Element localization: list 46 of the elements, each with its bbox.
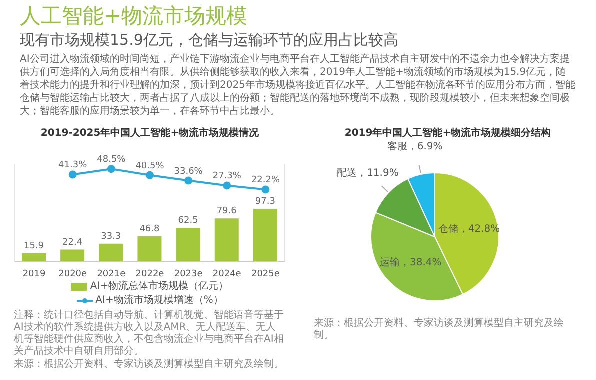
legend-label: AI+物流总体市场规模（亿元） bbox=[89, 280, 229, 294]
bar bbox=[214, 218, 239, 262]
chart-title: 2019年中国人工智能+物流市场规模细分结构 bbox=[344, 126, 552, 140]
x-tick-label: 2024e bbox=[212, 269, 242, 280]
text: AI公司进入物流领域的时间尚短，产业链下游物流企业与电商平台在人工智能产品技术自主研发中的不遗余力也令解决方案提供方们可选择的入局角度相当有限。从供给侧能够获取的收入来看，2019年人工智能+物流领域的市场规模为15.9亿元，随着技术能力的提升和行业理解的加深，预计到2025年市场规模将接近百亿水平。人工智能在物流各环节的应用分布方面，智能仓储与智能运输占比较大，两者占据了八成以上的份额；智能配送的落地环境尚不成熟，现阶段规模较小，但未来想象空间极大；智能客服的应用场景较为单一，在各环节中占比最小。 bbox=[20, 53, 576, 118]
text: 人工智能+物流市场规模 bbox=[20, 3, 249, 29]
point bbox=[107, 165, 116, 174]
slice-label: 配送，11.9% bbox=[337, 166, 399, 179]
x-tick-label: 2019 bbox=[22, 269, 46, 280]
data-label: 79.6 bbox=[216, 206, 238, 217]
bar bbox=[99, 244, 124, 262]
data-label: 41.3% bbox=[58, 160, 88, 171]
x-tick-label: 2020e bbox=[58, 269, 88, 280]
data-label: 15.9 bbox=[24, 241, 44, 252]
x-tick-label: 2021e bbox=[97, 269, 126, 280]
text: 现有市场规模15.9亿元，仓储与运输环节的应用占比较高 bbox=[20, 30, 400, 51]
legend-label: AI+物流市场规模增速（%） bbox=[94, 294, 224, 308]
data-label: 33.6% bbox=[174, 166, 204, 177]
point bbox=[68, 170, 77, 179]
bar bbox=[60, 250, 85, 262]
point bbox=[184, 176, 193, 185]
data-label: 27.3% bbox=[212, 172, 242, 182]
data-label: 33.3 bbox=[101, 232, 122, 242]
data-label: 48.5% bbox=[97, 155, 126, 166]
data-label: 40.5% bbox=[136, 161, 165, 172]
point bbox=[146, 171, 154, 180]
bar bbox=[138, 236, 162, 262]
bar bbox=[176, 228, 200, 262]
x-tick-label: 2022e bbox=[136, 269, 165, 280]
x-tick-label: 2025e bbox=[251, 269, 280, 280]
data-label: 46.8 bbox=[140, 224, 160, 235]
slice-label: 运输，38.4% bbox=[380, 256, 442, 269]
data-label: 97.3 bbox=[255, 197, 276, 208]
point bbox=[262, 186, 270, 194]
data-label: 62.5 bbox=[178, 216, 198, 226]
data-label: 22.4 bbox=[62, 238, 83, 248]
x-tick-label: 2023e bbox=[174, 269, 204, 280]
bar bbox=[253, 209, 278, 262]
source-note: 来源：根据公开资料、专家访谈及测算模型自主研究及绘制。 bbox=[13, 359, 285, 371]
source-note: 来源：根据公开资料、专家访谈及测算模型自主研究及绘制。 bbox=[313, 318, 565, 342]
text: 注释：统计口径包括自动导航、计算机视觉、智能语音等基于AI技术的软件系统提供方收入以及AMR、无人配送车、无人机等智能硬件供应商收入，不包含物流企业与电商平台在AI相关产品技术中自研自用部分。 bbox=[13, 310, 285, 358]
bar bbox=[22, 253, 46, 262]
chart-title: 2019-2025年中国人工智能+物流市场规模情况 bbox=[40, 126, 260, 140]
data-label: 22.2% bbox=[251, 176, 280, 186]
point bbox=[223, 182, 232, 190]
slice-label: 客服，6.9% bbox=[387, 140, 443, 152]
